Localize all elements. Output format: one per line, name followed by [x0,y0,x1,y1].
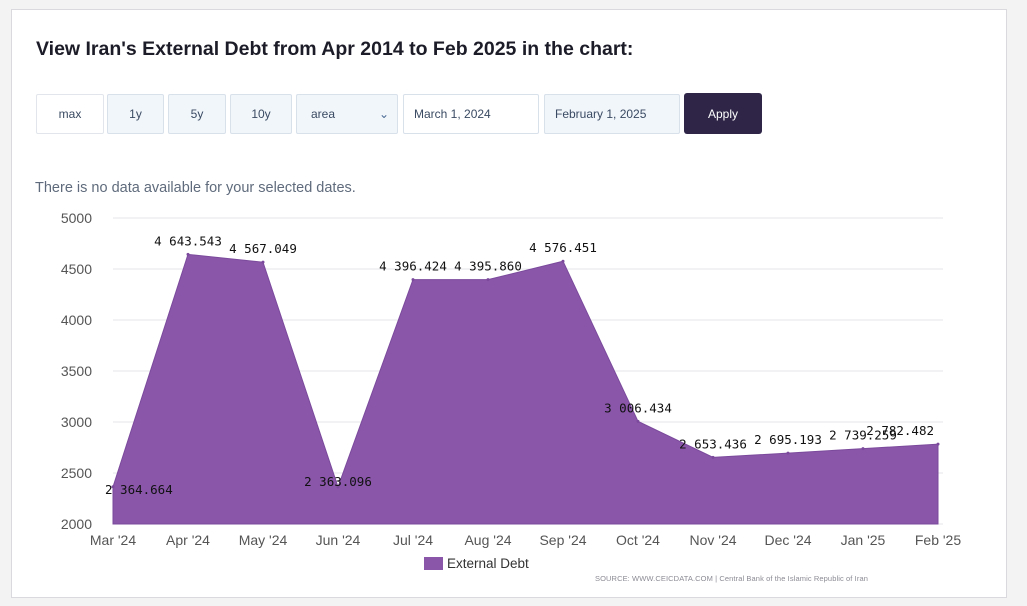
y-tick-label: 3000 [61,414,92,430]
data-point [111,485,115,489]
y-tick-label: 2000 [61,516,92,532]
legend-swatch [424,557,443,570]
y-tick-label: 3500 [61,363,92,379]
data-point [636,419,640,423]
x-tick-label: Nov '24 [689,532,736,548]
no-data-notice: There is no data available for your sele… [35,180,356,196]
x-tick-label: Jan '25 [841,532,886,548]
data-label: 2 739.259 [829,428,897,443]
data-label: 4 567.049 [229,241,297,256]
data-label: 2 782.482 [866,423,934,438]
x-tick-label: Sep '24 [539,532,586,548]
chart-legend[interactable]: External Debt [424,556,529,571]
data-label: 2 364.664 [105,482,173,497]
y-tick-label: 5000 [61,210,92,226]
data-point [261,260,265,264]
data-point [711,455,715,459]
range-max-button[interactable]: max [36,94,104,134]
series-area-external-debt [112,253,939,525]
data-label: 4 576.451 [529,240,597,255]
apply-button[interactable]: Apply [684,93,762,134]
legend-label: External Debt [447,556,529,571]
y-tick-label: 2500 [61,465,92,481]
data-label: 2 653.436 [679,436,747,451]
data-point [936,442,940,446]
range-5y-button[interactable]: 5y [168,94,226,134]
data-label: 2 695.193 [754,432,822,447]
end-date-field[interactable]: February 1, 2025 [544,94,680,134]
x-tick-label: Oct '24 [616,532,660,548]
data-point [186,252,190,256]
y-tick-label: 4500 [61,261,92,277]
x-tick-label: Apr '24 [166,532,210,548]
data-label: 4 396.424 [379,259,447,274]
y-tick-label: 4000 [61,312,92,328]
x-tick-label: Jul '24 [393,532,433,548]
data-label: 3 006.434 [604,400,672,415]
chevron-down-icon: ⌄ [378,107,389,121]
x-tick-label: May '24 [239,532,288,548]
data-point [336,485,340,489]
data-point [561,259,565,263]
data-point [861,447,865,451]
source-note: SOURCE: WWW.CEICDATA.COM | Central Bank … [595,574,869,583]
data-label: 2 363.096 [304,474,372,489]
start-date-field[interactable]: March 1, 2024 [403,94,539,134]
x-tick-label: Feb '25 [915,532,961,548]
x-tick-label: Dec '24 [764,532,811,548]
data-point [786,451,790,455]
page-title: View Iran's External Debt from Apr 2014 … [36,38,634,60]
x-tick-label: Jun '24 [316,532,361,548]
data-label: 4 643.543 [154,233,222,248]
data-label: 4 395.860 [454,259,522,274]
chart-type-select[interactable]: area ⌄ [296,94,398,134]
range-10y-button[interactable]: 10y [230,94,292,134]
x-tick-label: Mar '24 [90,532,136,548]
x-tick-label: Aug '24 [464,532,511,548]
data-point [486,278,490,282]
chart-type-value: area [311,107,336,121]
data-point [411,278,415,282]
range-1y-button[interactable]: 1y [107,94,164,134]
